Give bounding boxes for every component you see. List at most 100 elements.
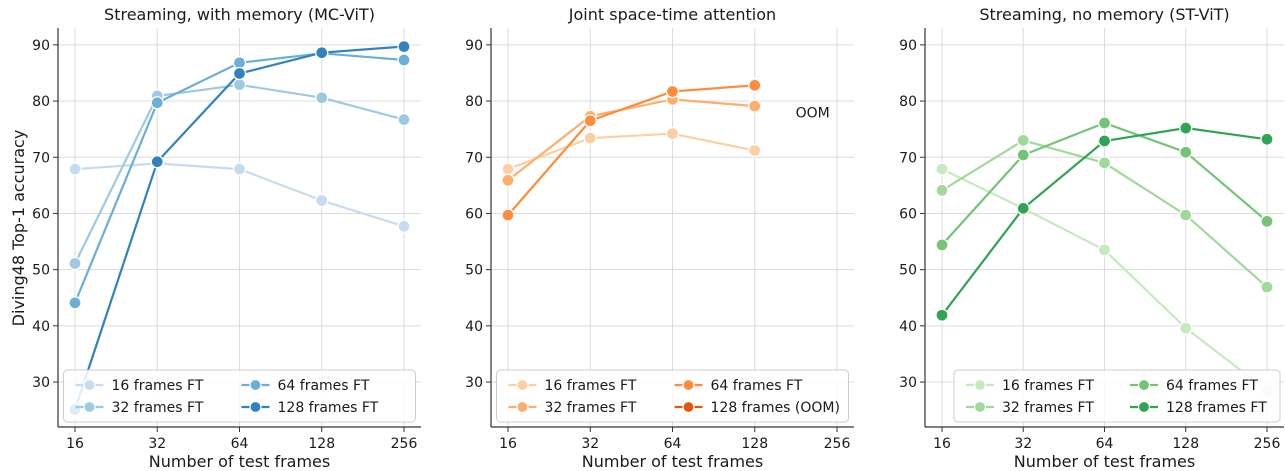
y-tick-label: 40 <box>899 319 917 335</box>
legend-label: 32 frames FT <box>545 400 637 416</box>
x-axis-title: Number of test frames <box>149 452 330 471</box>
data-point <box>232 66 247 81</box>
y-tick-label: 50 <box>32 263 50 279</box>
data-point <box>232 162 247 176</box>
legend-box <box>953 369 1281 423</box>
legend-label: 32 frames FT <box>1002 400 1094 416</box>
data-point <box>1016 201 1030 216</box>
x-tick-label: 256 <box>391 436 418 452</box>
legend-box <box>496 369 849 423</box>
x-tick-label: 64 <box>231 436 249 452</box>
legend: 16 frames FT 32 frames FT 64 frames FT 128 … <box>953 369 1281 423</box>
legend-swatch-marker <box>249 400 262 414</box>
data-point <box>397 53 411 67</box>
data-point <box>748 143 762 158</box>
data-point <box>397 39 411 54</box>
x-tick-label: 16 <box>66 436 84 452</box>
x-axis-title: Number of test frames <box>1014 452 1195 471</box>
x-tick-label: 64 <box>1096 436 1114 452</box>
data-point <box>935 308 949 322</box>
data-point <box>1097 116 1112 130</box>
legend-swatch-marker <box>1137 400 1151 414</box>
legend-label: 128 frames FT <box>1166 400 1267 416</box>
y-tick-label: 60 <box>32 206 50 222</box>
data-point <box>748 78 762 92</box>
data-point <box>1097 243 1112 257</box>
x-axis-title: Number of test frames <box>582 452 763 471</box>
data-point <box>397 219 411 234</box>
y-tick-label: 70 <box>465 150 483 166</box>
legend-label: 64 frames FT <box>278 378 370 394</box>
data-point <box>665 84 680 99</box>
legend-label: 16 frames FT <box>545 378 637 394</box>
data-point <box>501 208 515 222</box>
data-point <box>232 78 247 92</box>
chart-title: Streaming, no memory (ST-ViT) <box>979 5 1229 24</box>
y-tick-label: 80 <box>465 94 483 110</box>
data-point <box>68 256 82 271</box>
y-tick-label: 40 <box>32 319 50 335</box>
data-point <box>315 193 329 208</box>
y-tick-label: 50 <box>899 263 917 279</box>
plot-area <box>935 116 1274 398</box>
y-tick-label: 50 <box>465 263 483 279</box>
data-point <box>1016 148 1030 162</box>
data-point <box>501 162 515 176</box>
data-point <box>935 238 949 252</box>
legend-swatch-marker <box>516 400 529 414</box>
legend-label: 16 frames FT <box>1002 378 1094 394</box>
y-tick-label: 90 <box>899 38 917 54</box>
data-point <box>315 91 329 105</box>
x-tick-label: 128 <box>1172 436 1199 452</box>
y-tick-label: 90 <box>32 38 50 54</box>
legend-label: 128 frames FT <box>278 400 379 416</box>
x-tick-label: 32 <box>581 436 599 452</box>
legend: 16 frames FT 32 frames FT 64 frames FT 128 … <box>496 369 849 423</box>
y-tick-label: 90 <box>465 38 483 54</box>
series-line-3 <box>507 84 755 216</box>
data-point <box>1260 132 1274 146</box>
legend-label: 16 frames FT <box>112 378 204 394</box>
annotation-label: OOM <box>796 105 830 121</box>
legend-swatch-marker <box>973 400 987 414</box>
data-point <box>665 127 680 141</box>
y-tick-label: 70 <box>899 150 917 166</box>
legend-swatch-marker <box>973 378 987 392</box>
y-tick-label: 30 <box>32 375 50 391</box>
legend-swatch-marker <box>516 378 529 392</box>
data-point <box>583 114 597 128</box>
y-tick-label: 40 <box>465 319 483 335</box>
data-point <box>1097 134 1112 148</box>
chart-panel-2: 30 40 50 60 70 80 90 16 32 64 128 256 Joint space-ti… <box>465 5 854 471</box>
legend-swatch-marker <box>1137 378 1151 392</box>
legend-swatch-marker <box>249 378 262 392</box>
legend-swatch-marker <box>83 378 96 392</box>
legend-label: 32 frames FT <box>112 400 204 416</box>
legend-label: 64 frames FT <box>711 378 803 394</box>
data-point <box>501 173 515 187</box>
legend-label: 128 frames (OOM) <box>711 400 840 416</box>
legend-box <box>63 369 416 423</box>
legend-swatch-marker <box>682 400 695 414</box>
chart-title: Joint space-time attention <box>568 5 776 24</box>
y-tick-label: 30 <box>465 375 483 391</box>
data-point <box>68 162 82 176</box>
data-point <box>397 112 411 127</box>
data-point <box>150 155 164 169</box>
x-tick-label: 16 <box>933 436 951 452</box>
x-tick-label: 128 <box>741 436 768 452</box>
y-tick-label: 80 <box>899 94 917 110</box>
x-tick-label: 256 <box>824 436 851 452</box>
y-tick-label: 80 <box>32 94 50 110</box>
x-tick-label: 32 <box>148 436 166 452</box>
data-point <box>1179 145 1193 159</box>
data-point <box>1179 321 1193 335</box>
data-point <box>150 96 164 110</box>
data-point <box>1260 280 1274 294</box>
data-point <box>935 183 949 198</box>
x-tick-label: 256 <box>1254 436 1281 452</box>
data-point <box>1179 121 1193 135</box>
x-tick-label: 64 <box>664 436 682 452</box>
series-line-1 <box>507 132 756 171</box>
